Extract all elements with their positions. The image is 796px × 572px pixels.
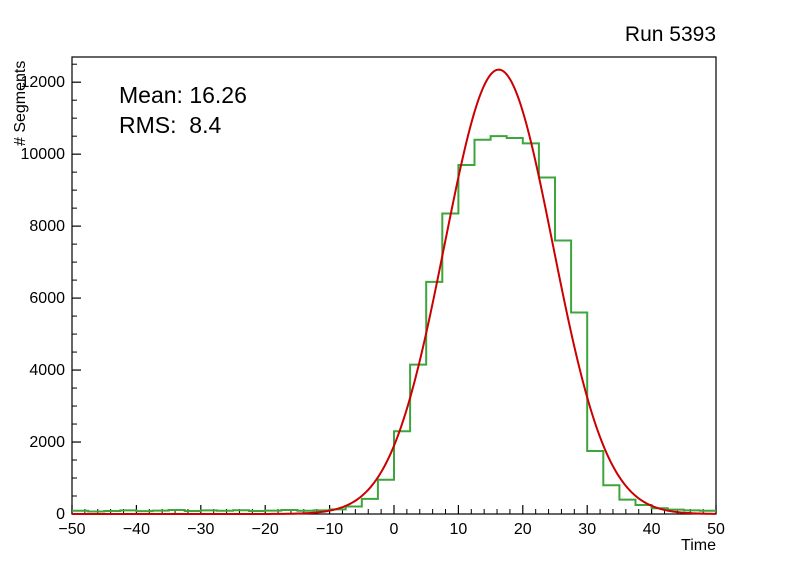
x-tick-label: 30 bbox=[578, 521, 596, 538]
y-axis-title: # Segments bbox=[12, 61, 29, 146]
y-tick-label: 12000 bbox=[21, 74, 66, 91]
fit-curve bbox=[72, 68, 717, 515]
y-tick-label: 2000 bbox=[29, 434, 65, 451]
y-tick-label: 8000 bbox=[29, 218, 65, 235]
y-tick-label: 0 bbox=[56, 506, 65, 523]
chart-title: Run 5393 bbox=[625, 23, 716, 46]
x-tick-label: −40 bbox=[123, 521, 150, 538]
x-axis-title: Time bbox=[681, 537, 716, 554]
x-axis-tick-labels: −50 −40 −30 −20 −10 0 10 20 30 40 50 bbox=[58, 521, 725, 538]
x-tick-label: −20 bbox=[252, 521, 279, 538]
y-axis-tick-labels: 0 2000 4000 6000 8000 10000 12000 bbox=[21, 74, 66, 523]
x-tick-label: 10 bbox=[450, 521, 468, 538]
y-tick-label: 6000 bbox=[29, 290, 65, 307]
y-axis-minor-ticks bbox=[72, 63, 77, 497]
histogram-series bbox=[72, 135, 716, 513]
stat-rms: RMS: 8.4 bbox=[119, 112, 221, 138]
x-tick-label: 50 bbox=[707, 521, 725, 538]
x-tick-label: 0 bbox=[390, 521, 399, 538]
x-tick-label: −30 bbox=[187, 521, 214, 538]
x-tick-label: 40 bbox=[643, 521, 661, 538]
y-axis-ticks bbox=[72, 81, 81, 515]
x-tick-label: −50 bbox=[58, 521, 85, 538]
y-tick-label: 10000 bbox=[21, 146, 66, 163]
x-tick-label: −10 bbox=[316, 521, 343, 538]
x-tick-label: 20 bbox=[514, 521, 532, 538]
stat-mean: Mean: 16.26 bbox=[119, 82, 247, 108]
y-tick-label: 4000 bbox=[29, 362, 65, 379]
